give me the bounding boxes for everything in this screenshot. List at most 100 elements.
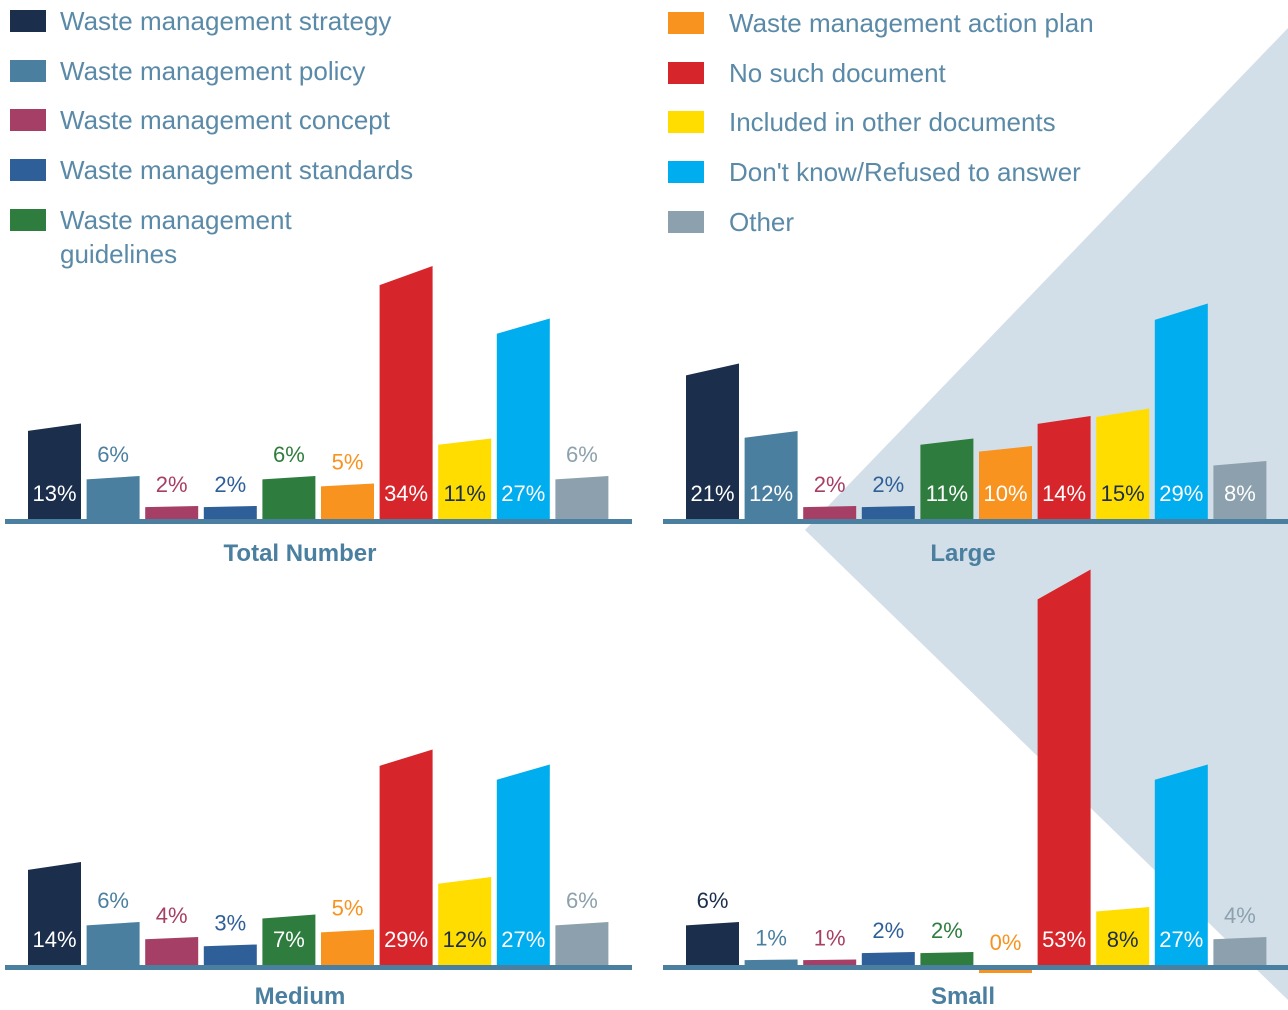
bar (979, 446, 1032, 521)
bar (86, 476, 140, 521)
value-label: 29% (384, 927, 428, 952)
value-label: 2% (872, 472, 904, 497)
legend-swatch (668, 62, 704, 84)
value-label: 0% (990, 930, 1022, 955)
value-label: 27% (501, 481, 545, 506)
legend-item: Included in other documents (668, 105, 1056, 139)
baseline (663, 965, 1288, 970)
bar (686, 922, 739, 967)
chart-title: Total Number (224, 540, 377, 567)
bar (145, 506, 199, 521)
legend-item: Waste management standards (10, 153, 413, 187)
legend-label: Waste management concept (60, 105, 390, 135)
value-label: 14% (32, 927, 76, 952)
value-label: 5% (332, 896, 364, 921)
bar (321, 483, 374, 521)
legend-label: Included in other documents (729, 107, 1056, 137)
value-label: 4% (156, 903, 188, 928)
legend-swatch (668, 111, 704, 133)
value-label: 6% (97, 888, 129, 913)
bar (803, 506, 857, 521)
bar (438, 877, 492, 967)
bar (555, 922, 609, 967)
bar (28, 862, 81, 967)
value-label: 11% (443, 481, 485, 506)
legend-item: Waste management strategy (10, 4, 391, 38)
bar (920, 952, 974, 967)
legend-swatch (10, 10, 46, 32)
value-label: 27% (1159, 927, 1203, 952)
bar (861, 952, 915, 967)
value-label: 5% (332, 450, 364, 475)
legend-item: No such document (668, 56, 946, 90)
bar (28, 423, 81, 521)
value-label: 2% (214, 472, 246, 497)
baseline (5, 965, 632, 970)
legend-item: Waste management policy (10, 54, 365, 88)
value-label: 1% (814, 926, 846, 951)
bar (555, 476, 609, 521)
value-label: 27% (501, 927, 545, 952)
legend-swatch (668, 211, 704, 233)
value-label: 2% (156, 472, 188, 497)
legend-label: Waste management policy (60, 56, 366, 86)
chart-title: Large (930, 540, 995, 567)
legend-label: No such document (729, 58, 946, 88)
bar (1037, 416, 1091, 521)
legend-item: Waste management guidelines (10, 203, 320, 271)
bar (145, 937, 199, 967)
value-label: 13% (32, 481, 76, 506)
baseline (5, 519, 632, 524)
bar (262, 476, 316, 521)
bar (686, 363, 739, 521)
value-label: 12% (749, 481, 793, 506)
legend-item: Waste management action plan (668, 6, 1094, 40)
bar (438, 438, 492, 521)
bar (496, 318, 550, 521)
value-label: 6% (566, 888, 598, 913)
bar (861, 506, 915, 521)
bar (744, 431, 798, 521)
bar (1154, 764, 1208, 967)
value-label: 21% (690, 481, 734, 506)
value-label: 7% (273, 927, 305, 952)
legend-label: Waste management strategy (60, 6, 392, 36)
legend-swatch (10, 60, 46, 82)
value-label: 34% (384, 481, 428, 506)
legend-swatch (10, 159, 46, 181)
value-label: 6% (273, 442, 305, 467)
value-label: 6% (97, 442, 129, 467)
value-label: 29% (1159, 481, 1203, 506)
bar (379, 266, 433, 521)
bar (1213, 937, 1267, 967)
value-label: 2% (931, 918, 963, 943)
bar (920, 438, 974, 521)
value-label: 2% (814, 472, 846, 497)
value-label: 6% (697, 888, 729, 913)
value-label: 11% (926, 481, 968, 506)
value-label: 4% (1224, 903, 1256, 928)
bar (1213, 461, 1267, 521)
legend-swatch (10, 209, 46, 231)
legend-swatch (668, 161, 704, 183)
value-label: 12% (443, 927, 487, 952)
bar (379, 749, 433, 967)
legend-swatch (10, 109, 46, 131)
value-label: 1% (755, 926, 787, 951)
legend-label: Waste management guidelines (60, 205, 292, 269)
chart-title: Small (931, 983, 995, 1010)
bar (1096, 408, 1150, 521)
value-label: 53% (1042, 927, 1086, 952)
bar (203, 506, 257, 521)
bar (203, 944, 257, 967)
value-label: 3% (214, 911, 246, 936)
legend-label: Other (729, 207, 795, 237)
value-label: 6% (566, 442, 598, 467)
legend-label: Waste management action plan (729, 8, 1094, 38)
bar (262, 914, 316, 967)
legend-item: Other (668, 205, 794, 239)
value-label: 14% (1042, 481, 1086, 506)
bar (1154, 303, 1208, 521)
